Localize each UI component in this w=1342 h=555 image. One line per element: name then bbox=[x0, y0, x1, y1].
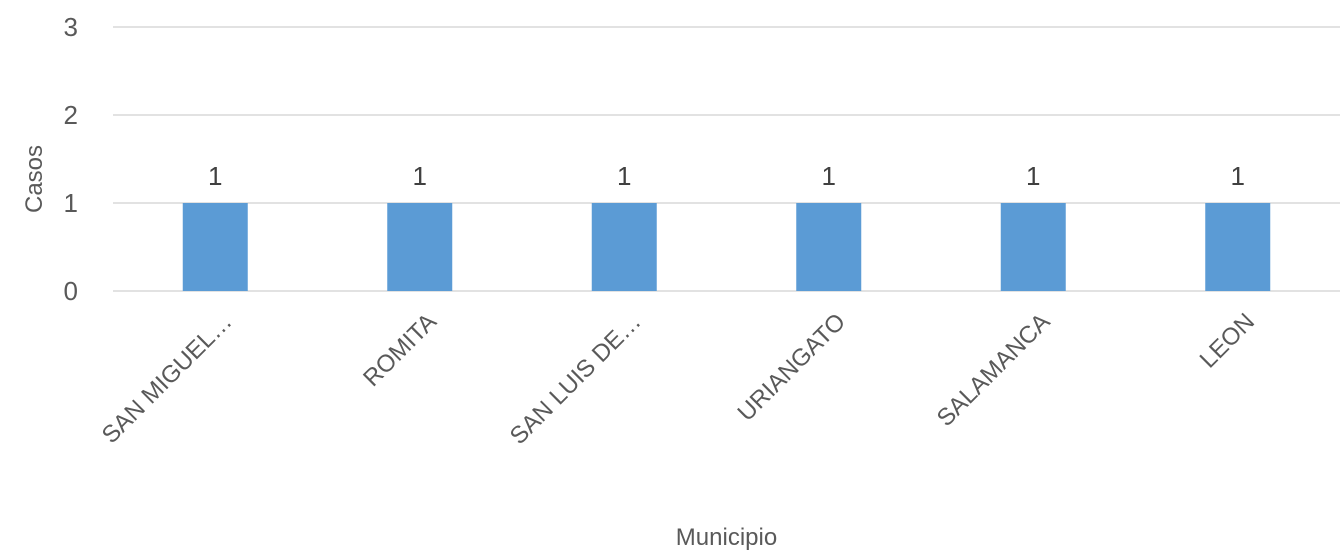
bar bbox=[1205, 203, 1271, 291]
bars bbox=[182, 203, 1271, 291]
y-tick-label: 1 bbox=[64, 188, 78, 218]
data-label: 1 bbox=[413, 161, 427, 191]
x-tick-label: SAN MIGUEL… bbox=[97, 308, 238, 449]
data-label: 1 bbox=[1026, 161, 1040, 191]
x-tick-label: URIANGATO bbox=[733, 308, 851, 426]
gridlines bbox=[113, 26, 1340, 292]
bar bbox=[1000, 203, 1066, 291]
bar bbox=[387, 203, 453, 291]
bar bbox=[182, 203, 248, 291]
x-tick-label: SAN LUIS DE… bbox=[505, 308, 647, 450]
data-label: 1 bbox=[208, 161, 222, 191]
y-tick-label: 3 bbox=[64, 12, 78, 42]
data-label: 1 bbox=[822, 161, 836, 191]
data-label: 1 bbox=[1231, 161, 1245, 191]
y-tick-label: 0 bbox=[64, 276, 78, 306]
x-axis-title: Municipio bbox=[676, 524, 777, 551]
bar bbox=[796, 203, 862, 291]
y-tick-label: 2 bbox=[64, 100, 78, 130]
bar bbox=[591, 203, 657, 291]
data-label: 1 bbox=[617, 161, 631, 191]
x-axis-ticks: SAN MIGUEL… ROMITA SAN LUIS DE… URIANGATO SA… bbox=[97, 308, 1260, 450]
data-labels: 1 1 1 1 1 1 bbox=[208, 161, 1245, 191]
x-tick-label: LEON bbox=[1195, 308, 1260, 373]
x-tick-label: SALAMANCA bbox=[932, 308, 1056, 432]
y-axis-title: Casos bbox=[21, 145, 48, 213]
y-axis-ticks: 0 1 2 3 bbox=[64, 12, 78, 306]
x-tick-label: ROMITA bbox=[358, 308, 442, 392]
